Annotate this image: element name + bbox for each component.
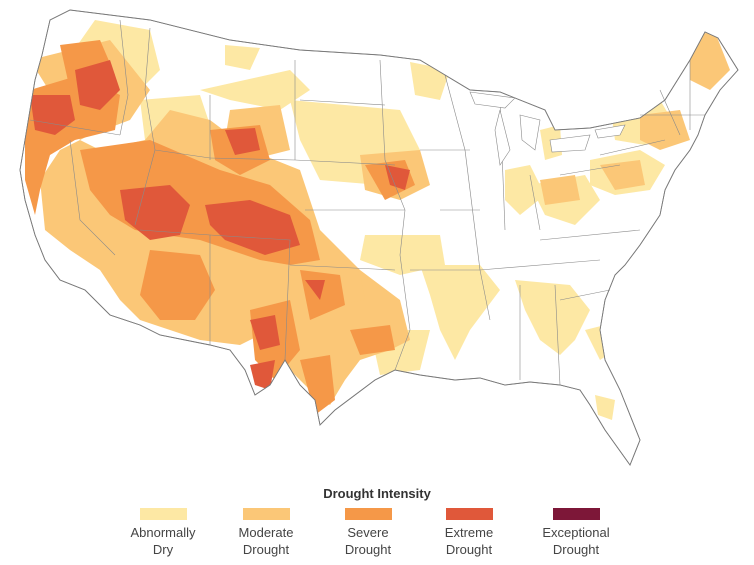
legend-item-exceptional-drought: Exceptional Drought <box>528 508 624 558</box>
swatch-moderate-drought <box>242 508 290 520</box>
legend-label-line1: Exceptional <box>542 525 610 540</box>
legend-label-line2: Drought <box>344 542 392 557</box>
swatch-exceptional-drought <box>552 508 600 520</box>
legend-item-extreme-drought: Extreme Drought <box>421 508 517 558</box>
state-borders <box>29 19 705 386</box>
swatch-abnormally-dry <box>139 508 187 520</box>
legend-item-moderate-drought: Moderate Drought <box>218 508 314 558</box>
drought-areas <box>25 20 730 420</box>
legend-label-line1: Moderate <box>238 525 294 540</box>
legend-label-line2: Drought <box>445 542 493 557</box>
drought-map <box>19 9 739 466</box>
us-outline <box>19 9 739 466</box>
legend-label-line1: Abnormally <box>130 525 196 540</box>
swatch-severe-drought <box>344 508 392 520</box>
legend-label-line2: Dry <box>152 542 174 557</box>
legend-label-line2: Drought <box>552 542 600 557</box>
swatch-extreme-drought <box>445 508 493 520</box>
great-lakes <box>469 91 626 166</box>
legend-label-line1: Extreme <box>444 525 494 540</box>
legend-item-abnormally-dry: Abnormally Dry <box>115 508 211 558</box>
legend-label-line2: Drought <box>242 542 290 557</box>
legend: Abnormally Dry Moderate Drought Severe D… <box>130 508 625 564</box>
legend-title: Drought Intensity <box>323 486 431 501</box>
legend-label-line1: Severe <box>347 525 389 540</box>
extreme-drought-areas <box>30 60 410 390</box>
legend-item-severe-drought: Severe Drought <box>320 508 416 558</box>
